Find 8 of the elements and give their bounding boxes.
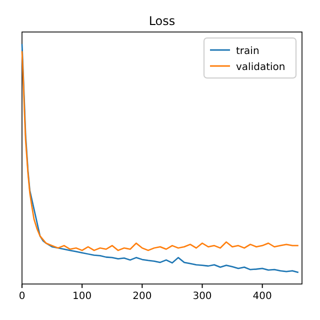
x-tick-label: 300 (192, 291, 212, 302)
legend-label: train (236, 46, 260, 57)
x-tick-label: 0 (18, 291, 26, 302)
legend-label: validation (236, 62, 286, 73)
x-tick-label: 100 (72, 291, 92, 302)
x-tick-label: 400 (252, 291, 272, 302)
chart-title: Loss (148, 14, 176, 28)
x-tick-label: 200 (132, 291, 152, 302)
